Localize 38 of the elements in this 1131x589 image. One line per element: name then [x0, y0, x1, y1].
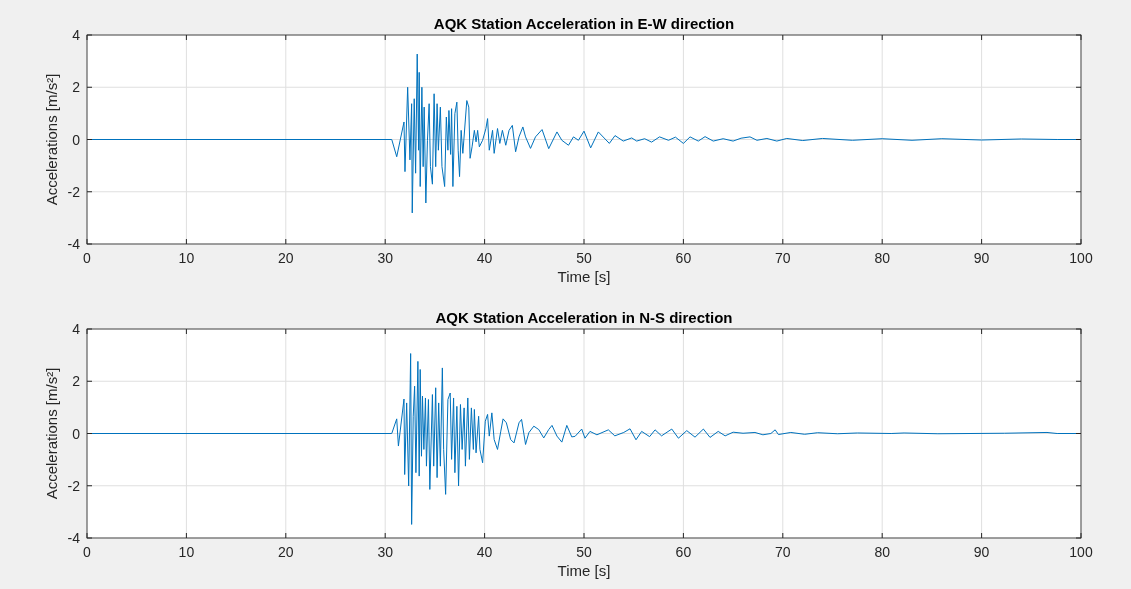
x-tick-label: 30: [377, 250, 394, 266]
x-axis-title: Time [s]: [557, 562, 611, 579]
y-tick-label: 0: [72, 131, 81, 148]
x-tick-label: 100: [1069, 250, 1093, 266]
x-tick-label: 10: [178, 544, 195, 560]
x-tick-label: 10: [178, 250, 195, 266]
y-tick-label: -2: [67, 477, 81, 494]
x-tick-label: 50: [576, 250, 592, 266]
y-tick-label: -4: [67, 530, 81, 546]
x-tick-label: 70: [775, 544, 791, 560]
y-tick-label: -4: [67, 236, 81, 252]
y-axis-title: Accelerations [m/s²]: [43, 367, 60, 500]
x-tick-label: 0: [83, 250, 92, 266]
y-axis-title: Accelerations [m/s²]: [43, 73, 60, 206]
x-tick-label: 50: [576, 544, 592, 560]
x-tick-label: 30: [377, 544, 394, 560]
y-tick-label: 2: [72, 373, 81, 390]
x-axis-title: Time [s]: [557, 268, 611, 285]
y-tick-label: 4: [72, 27, 81, 43]
x-tick-label: 90: [973, 544, 990, 560]
x-tick-label: 20: [278, 250, 294, 266]
x-tick-label: 0: [83, 544, 92, 560]
x-tick-label: 60: [675, 250, 692, 266]
x-tick-label: 70: [775, 250, 791, 266]
y-tick-label: 2: [72, 79, 81, 96]
y-tick-label: -2: [67, 183, 81, 200]
x-tick-label: 80: [874, 544, 891, 560]
x-tick-label: 80: [874, 250, 891, 266]
x-tick-label: 90: [973, 250, 990, 266]
x-tick-label: 100: [1069, 544, 1093, 560]
chart-title: AQK Station Acceleration in N-S direction: [435, 309, 733, 326]
chart-title: AQK Station Acceleration in E-W direction: [433, 15, 735, 32]
x-tick-label: 40: [476, 250, 493, 266]
x-tick-label: 60: [675, 544, 692, 560]
x-tick-label: 20: [278, 544, 294, 560]
y-tick-label: 0: [72, 425, 81, 442]
x-tick-label: 40: [476, 544, 493, 560]
y-tick-label: 4: [72, 321, 81, 337]
